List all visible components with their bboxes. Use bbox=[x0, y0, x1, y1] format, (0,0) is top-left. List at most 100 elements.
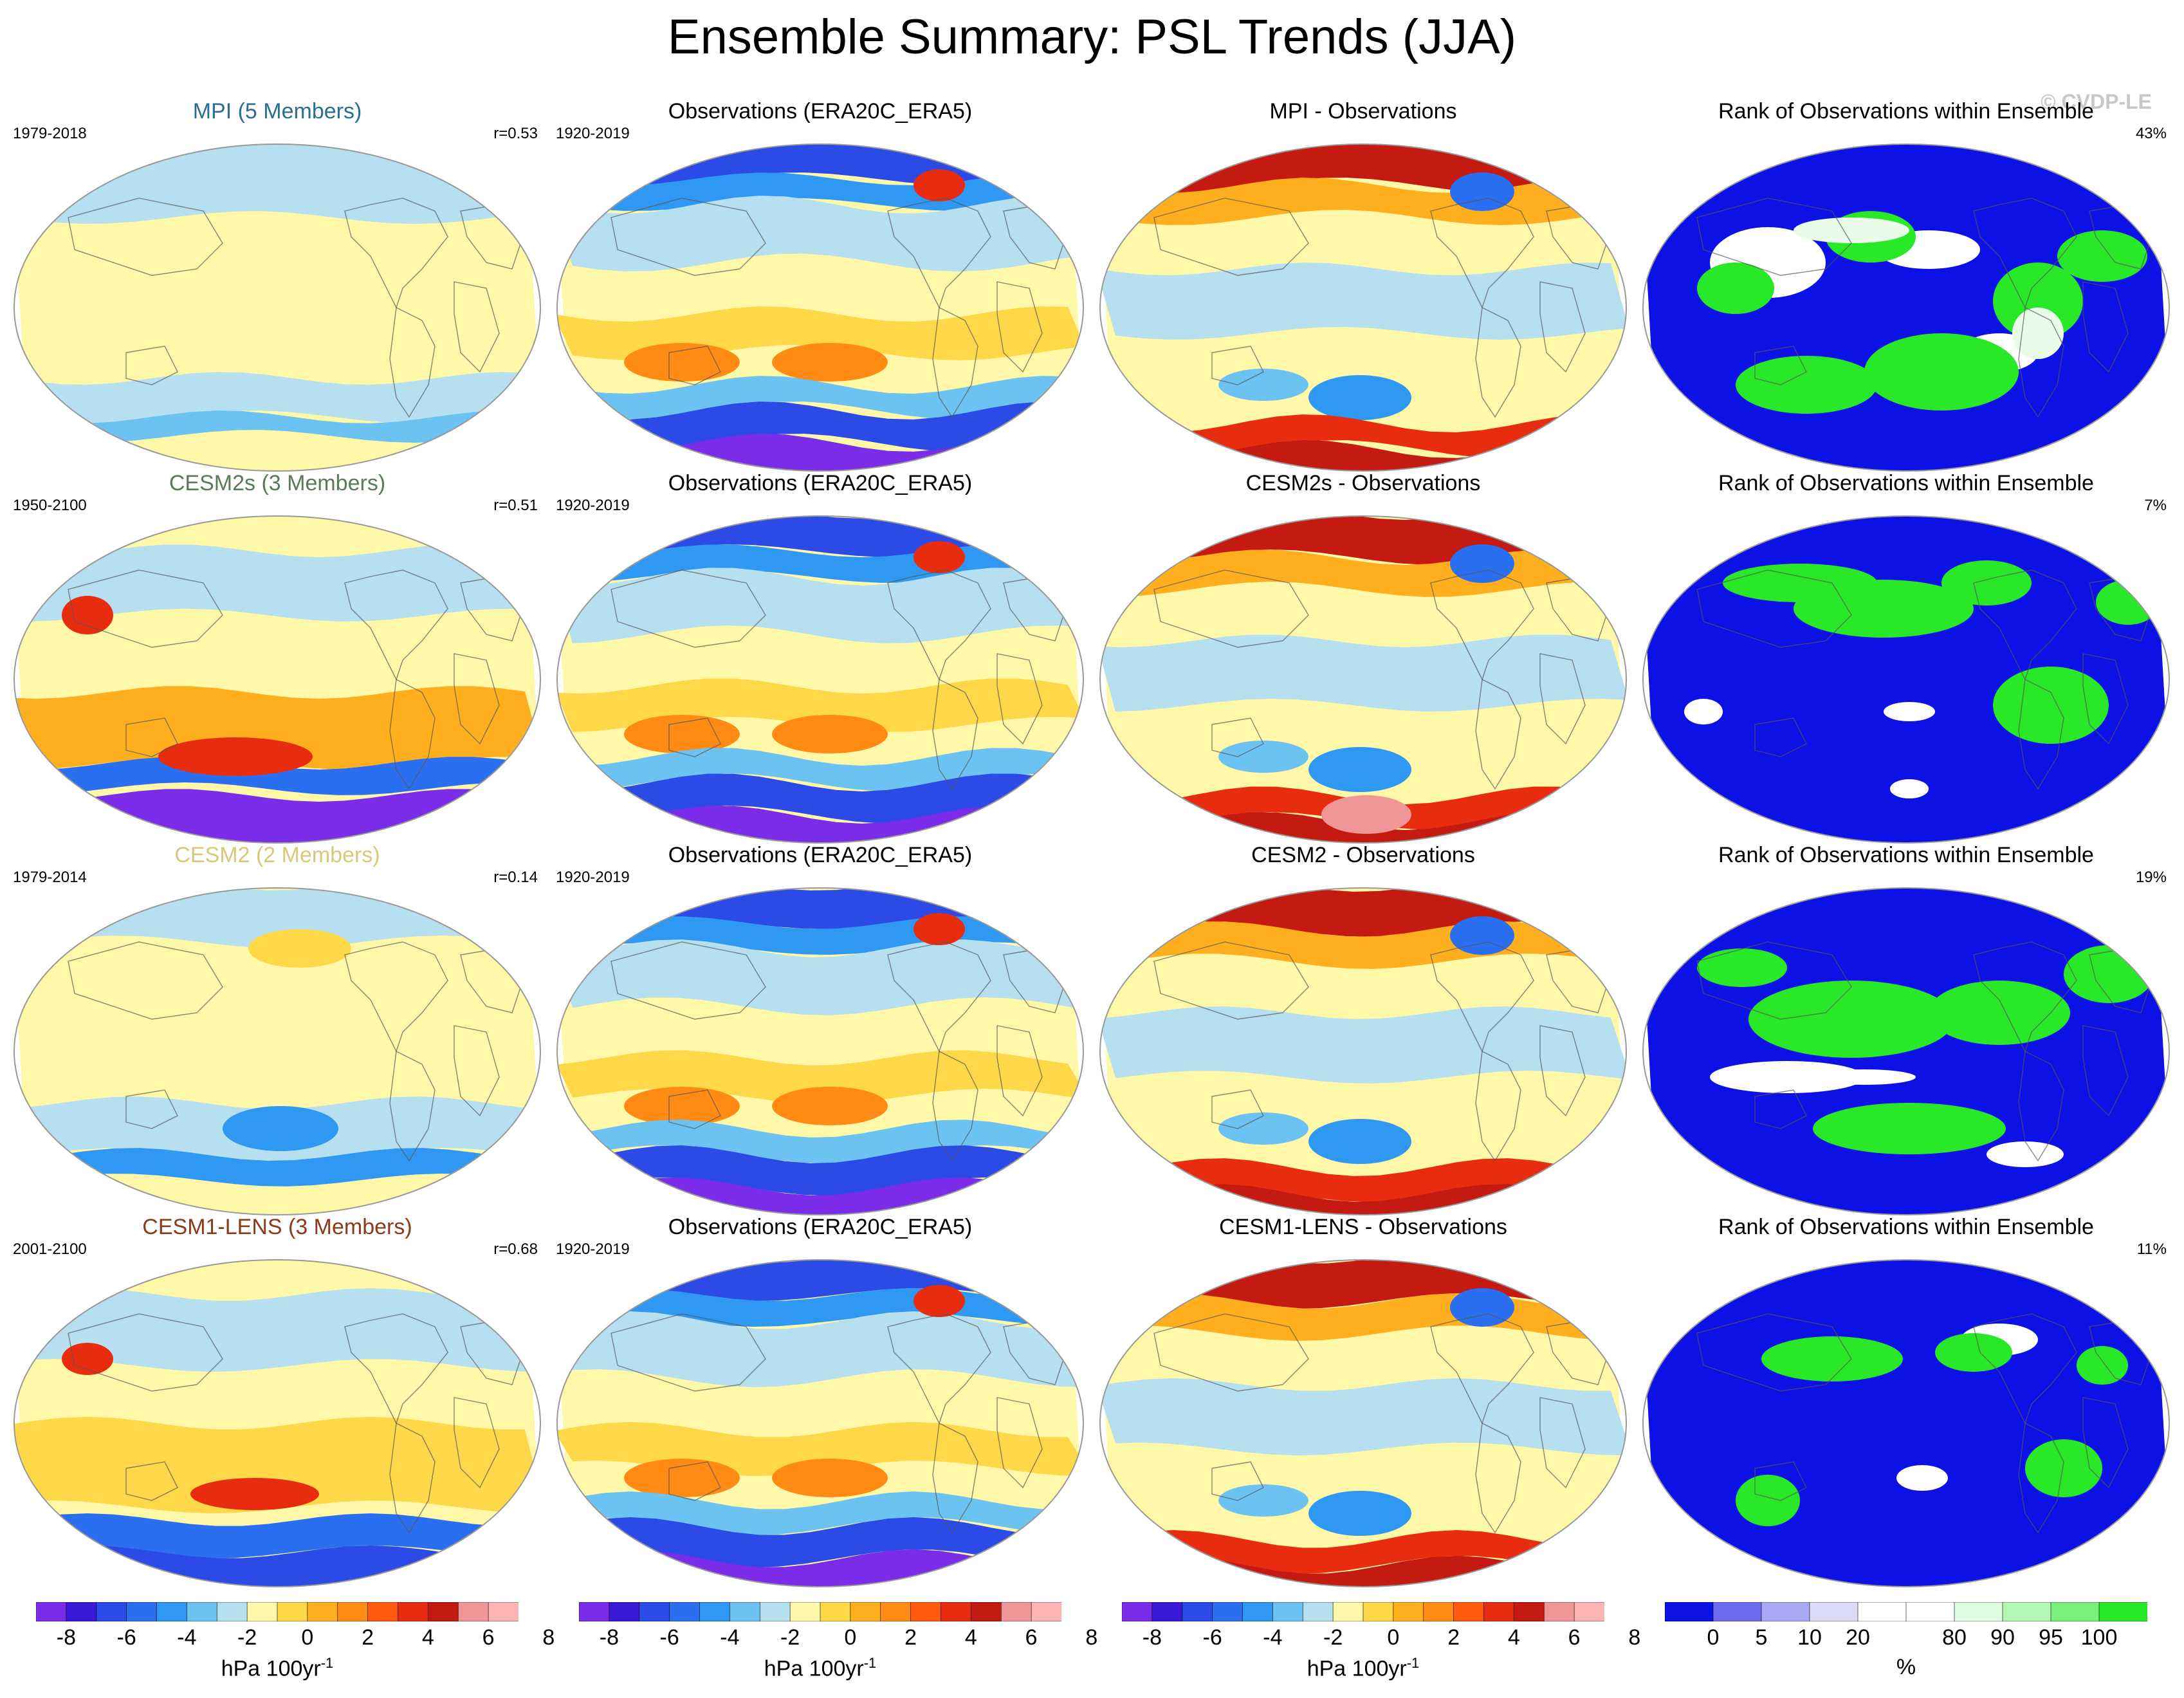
trend-band bbox=[1100, 1378, 1626, 1455]
map-border bbox=[1642, 143, 2170, 472]
colorbar-swatch bbox=[579, 1602, 610, 1621]
diff-map-panel bbox=[1099, 143, 1627, 472]
model-map-panel bbox=[14, 887, 541, 1215]
pattern-correlation-label: r=0.14 bbox=[493, 869, 538, 886]
coastline bbox=[1696, 1313, 1852, 1392]
colorbar-swatch bbox=[246, 1602, 278, 1621]
diff-panel-title: CESM1-LENS - Observations bbox=[1219, 1215, 1507, 1239]
trend-blob bbox=[1308, 1491, 1411, 1536]
colorbar-swatch bbox=[187, 1602, 218, 1621]
colorbar-swatch bbox=[2002, 1602, 2051, 1621]
obs-period-label: 1920-2019 bbox=[556, 497, 630, 514]
pattern-correlation-label: r=0.68 bbox=[493, 1241, 538, 1258]
coastline bbox=[932, 1422, 978, 1534]
colorbar-swatch bbox=[2098, 1602, 2147, 1621]
colorbar-swatch bbox=[488, 1602, 518, 1621]
coastline bbox=[1754, 1461, 1807, 1501]
trend-blob bbox=[223, 1106, 338, 1151]
coastline bbox=[344, 1313, 448, 1425]
coastline bbox=[996, 1025, 1043, 1117]
colorbar-swatch bbox=[1363, 1602, 1394, 1621]
diff-map-panel bbox=[1099, 1259, 1627, 1587]
rank-pale-region bbox=[1794, 217, 1909, 243]
rank-white-region bbox=[1884, 702, 1935, 721]
northern-high-band bbox=[1100, 888, 1626, 937]
northern-high-band bbox=[1100, 516, 1626, 565]
colorbar-tick-label: 0 bbox=[844, 1625, 857, 1650]
trend-band bbox=[557, 196, 1083, 272]
coastline bbox=[1211, 1461, 1264, 1501]
map-border bbox=[1099, 143, 1627, 472]
coastline bbox=[1211, 346, 1264, 385]
rank-green-region bbox=[1761, 1336, 1903, 1381]
colorbar-tick-label: 8 bbox=[1085, 1625, 1098, 1650]
rank-map-panel bbox=[1642, 887, 2170, 1215]
rank-green-region bbox=[2064, 945, 2154, 1003]
model-period-label: 1979-2014 bbox=[13, 869, 87, 886]
diff-map-panel bbox=[1099, 887, 1627, 1215]
colorbar-swatch bbox=[66, 1602, 97, 1621]
colorbar-tick-label: 0 bbox=[1387, 1625, 1400, 1650]
colorbar-swatch bbox=[699, 1602, 731, 1621]
trend-blob bbox=[772, 715, 888, 753]
colorbar-tick-label: 95 bbox=[2039, 1625, 2063, 1650]
trend-blob bbox=[1450, 916, 1514, 955]
colorbar-tick-label: 6 bbox=[1568, 1625, 1581, 1650]
colorbar-tick-label: 100 bbox=[2080, 1625, 2118, 1650]
colorbar-swatch bbox=[367, 1602, 399, 1621]
colorbar-tick-label: 6 bbox=[482, 1625, 495, 1650]
rank-white-region bbox=[1896, 1465, 1948, 1491]
colorbar-swatch bbox=[1212, 1602, 1243, 1621]
colorbar-swatch bbox=[2050, 1602, 2100, 1621]
rank-green-region bbox=[2057, 230, 2147, 282]
map-border bbox=[14, 143, 541, 472]
rank-map-panel bbox=[1642, 143, 2170, 472]
coastline bbox=[1696, 569, 1852, 648]
northern-high-band bbox=[1100, 1260, 1626, 1309]
rank-green-region bbox=[1697, 263, 1774, 314]
map-border bbox=[1642, 1259, 2170, 1587]
model-panel-title: CESM2s (3 Members) bbox=[169, 471, 386, 495]
colorbar-tick-label: -6 bbox=[116, 1625, 136, 1650]
colorbar-swatch bbox=[669, 1602, 701, 1621]
obs-map-panel bbox=[556, 1259, 1084, 1587]
map-border bbox=[14, 515, 541, 844]
trend-blob bbox=[913, 913, 965, 945]
model-period-label: 2001-2100 bbox=[13, 1241, 87, 1258]
coastline bbox=[932, 306, 978, 418]
coastline bbox=[1475, 306, 1521, 418]
trend-blob bbox=[913, 169, 965, 201]
figure-title: Ensemble Summary: PSL Trends (JJA) bbox=[667, 10, 1517, 64]
southern-high-band bbox=[1100, 414, 1626, 458]
trend-band bbox=[14, 686, 540, 770]
coastline bbox=[2018, 678, 2064, 790]
pattern-correlation-label: r=0.53 bbox=[493, 125, 538, 142]
colorbar-swatch bbox=[850, 1602, 881, 1621]
colorbar-swatch bbox=[277, 1602, 308, 1621]
coastline bbox=[1430, 569, 1534, 681]
model-map-panel bbox=[14, 1259, 541, 1587]
rank-green-region bbox=[1723, 564, 1877, 602]
colorbar-units-label: % bbox=[1896, 1655, 1916, 1679]
southern-low-band bbox=[557, 434, 1083, 471]
colorbar-swatch bbox=[1302, 1602, 1334, 1621]
map-border bbox=[1099, 1259, 1627, 1587]
map-border bbox=[556, 1259, 1084, 1587]
coastline bbox=[1430, 198, 1534, 309]
obs-map-panel bbox=[556, 143, 1084, 472]
rank-panel-title: Rank of Observations within Ensemble bbox=[1718, 471, 2094, 495]
colorbar-tick-label: -8 bbox=[1142, 1625, 1162, 1650]
rank-map-panel bbox=[1642, 1259, 2170, 1587]
rank-percent-label: 43% bbox=[2135, 125, 2167, 142]
colorbar-swatch bbox=[1665, 1602, 1714, 1621]
model-period-label: 1979-2018 bbox=[13, 125, 87, 142]
coastline bbox=[1430, 941, 1534, 1053]
colorbar-swatch bbox=[428, 1602, 459, 1621]
rank-green-region bbox=[2025, 1439, 2102, 1497]
trend-blob bbox=[1450, 172, 1514, 211]
trend-blob bbox=[772, 1087, 888, 1125]
rank-white-region bbox=[1710, 1061, 1864, 1093]
colorbar-swatch bbox=[307, 1602, 338, 1621]
trend-blob bbox=[624, 343, 740, 382]
coastline bbox=[1153, 941, 1309, 1020]
